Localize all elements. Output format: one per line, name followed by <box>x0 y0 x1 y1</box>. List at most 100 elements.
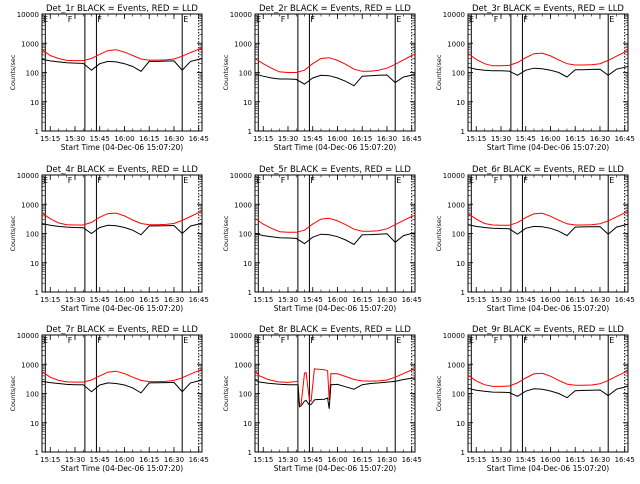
y-tick-label: 10000 <box>17 172 39 180</box>
x-tick-label: 15:30 <box>278 296 298 304</box>
y-tick-label: 10000 <box>17 11 39 19</box>
flag-label: E <box>43 15 48 24</box>
flag-label: E <box>183 176 188 185</box>
x-tick-label: 16:00 <box>540 456 560 464</box>
y-tick-label: 100 <box>26 70 39 78</box>
flag-label: E <box>43 176 48 185</box>
flag-label: F <box>523 336 528 345</box>
x-tick-label: 16:45 <box>615 296 635 304</box>
chart-title: Det_1r BLACK = Events, RED = LLD <box>46 4 198 14</box>
y-tick-label: 10 <box>30 420 39 428</box>
flag-label: F <box>281 15 286 24</box>
y-tick-label: 1000 <box>447 361 465 369</box>
flag-label: E <box>256 176 261 185</box>
x-tick-label: 16:30 <box>164 296 184 304</box>
y-tick-label: 100 <box>26 231 39 239</box>
series-line-events <box>41 222 203 236</box>
flag-label: E <box>469 336 474 345</box>
series-line-lld <box>467 210 629 226</box>
y-axis-label: Counts/sec <box>222 375 230 411</box>
y-tick-label: 1 <box>35 449 39 457</box>
series-line-events <box>254 232 416 246</box>
y-tick-label: 1000 <box>21 40 39 48</box>
flag-label: E <box>183 15 188 24</box>
chart-panel-3: Det_3r BLACK = Events, RED = LLD 1 10 100 10… <box>435 4 635 152</box>
x-tick-label: 15:15 <box>466 296 486 304</box>
y-axis-label: Counts/sec <box>9 375 17 411</box>
y-tick-label: 10000 <box>443 332 465 340</box>
y-tick-label: 10 <box>456 99 465 107</box>
y-tick-label: 1000 <box>234 40 252 48</box>
flag-label: F <box>494 176 499 185</box>
x-tick-label: 16:30 <box>590 456 610 464</box>
y-tick-label: 100 <box>452 391 465 399</box>
flag-label: E <box>609 336 614 345</box>
x-tick-label: 16:15 <box>565 135 585 143</box>
y-tick-label: 1000 <box>234 201 252 209</box>
series-line-lld <box>254 53 416 73</box>
y-tick-label: 100 <box>239 231 252 239</box>
series-line-lld <box>41 47 203 62</box>
chart-panel-6: Det_6r BLACK = Events, RED = LLD 1 10 100 10… <box>435 165 635 313</box>
x-tick-label: 15:15 <box>253 296 273 304</box>
x-tick-label: 15:30 <box>65 456 85 464</box>
x-tick-label: 15:30 <box>491 296 511 304</box>
x-tick-label: 16:45 <box>402 135 422 143</box>
x-tick-label: 15:15 <box>253 456 273 464</box>
x-tick-label: 16:45 <box>189 135 209 143</box>
x-tick-label: 16:00 <box>540 296 560 304</box>
series-line-events <box>254 377 416 409</box>
flag-label: F <box>281 176 286 185</box>
chart-panel-2: Det_2r BLACK = Events, RED = LLD 1 10 100 10… <box>222 4 422 152</box>
x-tick-label: 15:15 <box>40 456 60 464</box>
flag-label: E <box>469 176 474 185</box>
x-tick-label: 16:30 <box>377 296 397 304</box>
series-line-events <box>467 223 629 237</box>
y-tick-label: 1 <box>248 289 252 297</box>
flag-label: E <box>609 176 614 185</box>
flag-label: F <box>310 176 315 185</box>
flag-label: E <box>469 15 474 24</box>
y-tick-label: 1 <box>461 289 465 297</box>
flag-label: F <box>68 15 73 24</box>
flag-label: F <box>310 336 315 345</box>
y-tick-label: 1 <box>35 289 39 297</box>
y-tick-label: 1000 <box>21 361 39 369</box>
y-tick-label: 10000 <box>230 11 252 19</box>
y-tick-label: 10 <box>243 420 252 428</box>
flag-label: F <box>523 15 528 24</box>
y-tick-label: 100 <box>452 70 465 78</box>
y-tick-label: 10 <box>30 260 39 268</box>
plot-frame <box>254 13 416 132</box>
x-tick-label: 15:45 <box>90 456 110 464</box>
x-tick-label: 16:00 <box>114 135 134 143</box>
flag-label: F <box>97 336 102 345</box>
series-line-lld <box>41 369 203 383</box>
x-tick-label: 16:15 <box>139 456 159 464</box>
x-tick-label: 16:30 <box>377 135 397 143</box>
x-tick-label: 16:00 <box>327 135 347 143</box>
x-tick-label: 15:15 <box>40 135 60 143</box>
x-tick-label: 15:45 <box>303 296 323 304</box>
series-line-events <box>254 73 416 87</box>
y-tick-label: 10000 <box>443 172 465 180</box>
flag-label: F <box>97 15 102 24</box>
x-tick-label: 15:30 <box>278 456 298 464</box>
y-axis-label: Counts/sec <box>435 375 443 411</box>
flag-label: F <box>97 176 102 185</box>
x-tick-label: 16:30 <box>164 456 184 464</box>
y-axis-label: Counts/sec <box>222 54 230 90</box>
chart-title: Det_4r BLACK = Events, RED = LLD <box>46 165 198 175</box>
x-axis-label: Start Time (04-Dec-06 15:07:20) <box>274 143 396 152</box>
flag-label: F <box>281 336 286 345</box>
chart-title: Det_2r BLACK = Events, RED = LLD <box>259 4 411 14</box>
x-tick-label: 16:30 <box>377 456 397 464</box>
x-tick-label: 16:30 <box>590 135 610 143</box>
y-tick-label: 10000 <box>17 332 39 340</box>
x-tick-label: 16:15 <box>565 456 585 464</box>
flag-label: F <box>68 176 73 185</box>
x-tick-label: 16:45 <box>615 135 635 143</box>
x-tick-label: 15:30 <box>65 135 85 143</box>
series-line-lld <box>254 214 416 233</box>
